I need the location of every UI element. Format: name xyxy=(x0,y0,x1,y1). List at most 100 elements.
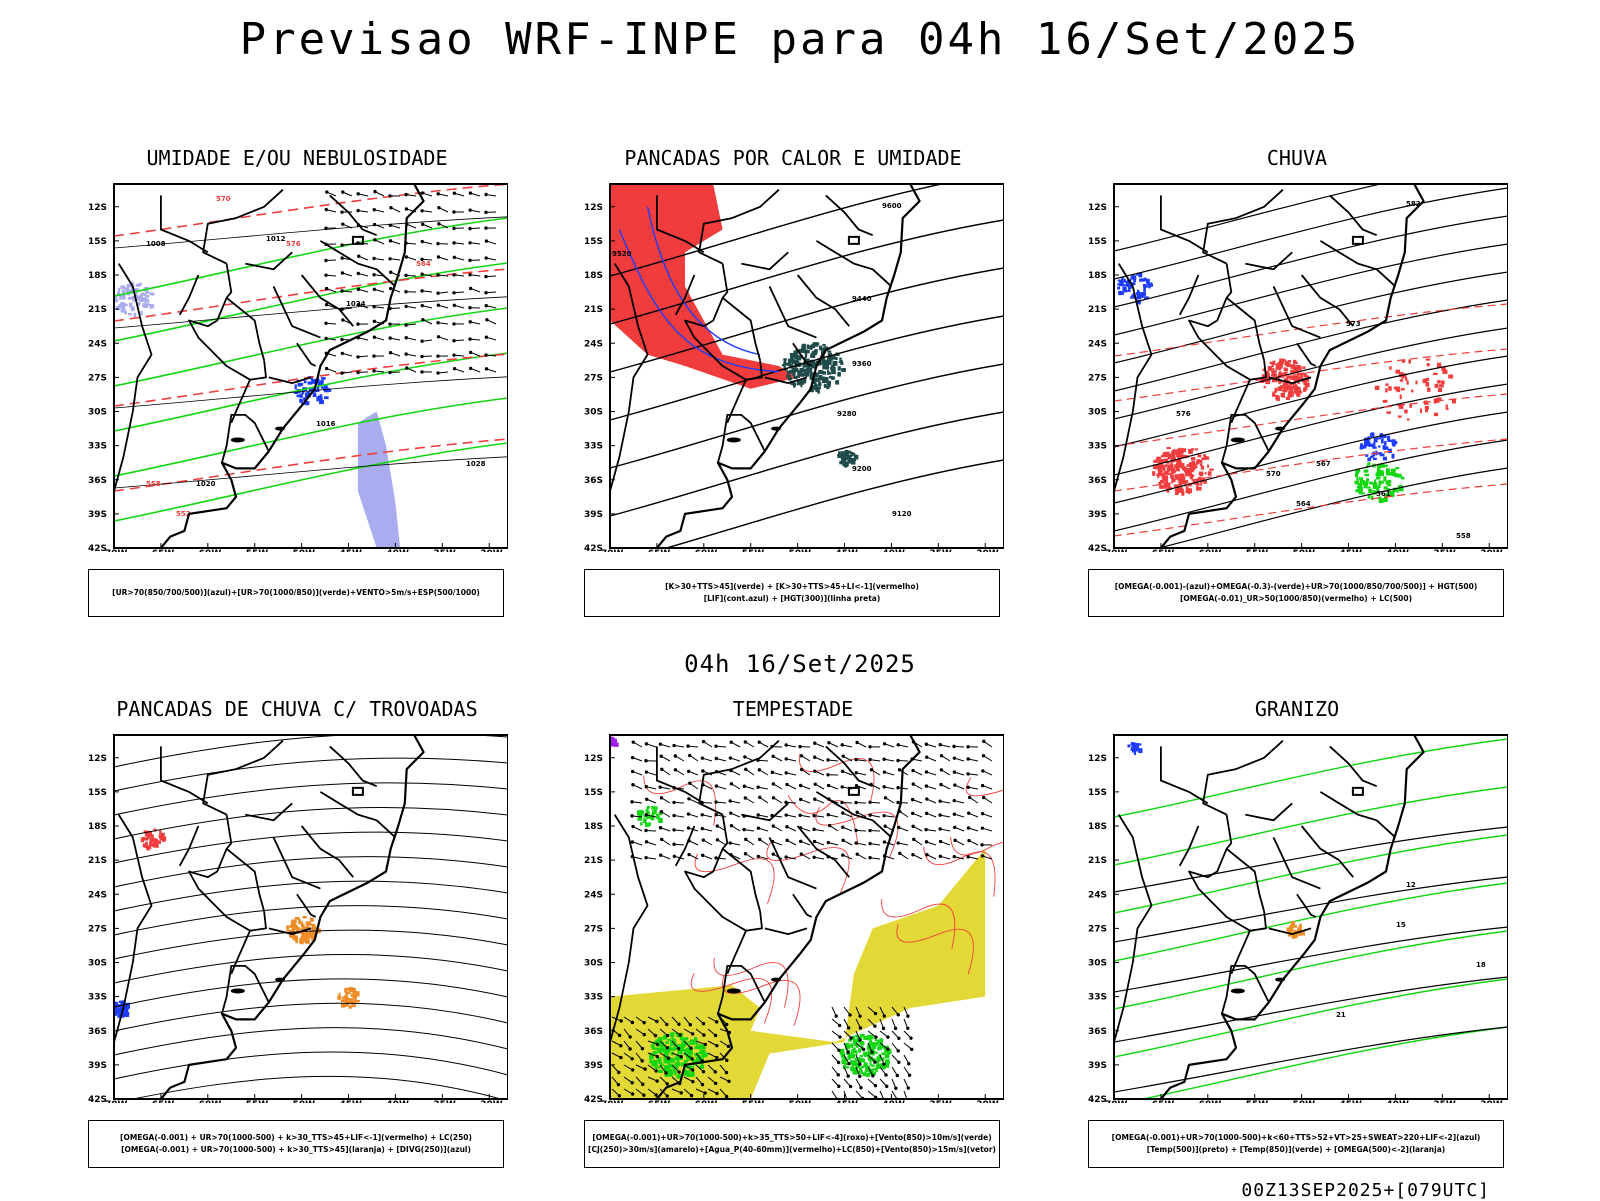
lon-tick-label: 45W xyxy=(1340,549,1363,552)
lat-tick-label: 12S xyxy=(584,203,603,213)
lon-tick-label: 40W xyxy=(386,549,409,552)
temp-label: 15 xyxy=(1396,921,1406,929)
lat-tick-label: 36S xyxy=(88,476,107,486)
hgt500-label: 561 xyxy=(1376,490,1391,498)
hgt-label: 9200 xyxy=(852,465,872,473)
lagoon xyxy=(231,437,245,442)
lon-tick-label: 70W xyxy=(1105,1100,1128,1103)
lat-tick-label: 36S xyxy=(1088,476,1107,486)
lon-tick-label: 60W xyxy=(199,1100,222,1103)
lat-tick-label: 36S xyxy=(584,1027,603,1037)
hgt500-label: 570 xyxy=(1266,470,1281,478)
legend-box: [OMEGA(-0.001)-(azul)+OMEGA(-0.3)-(verde… xyxy=(1088,569,1504,617)
lat-tick-label: 30S xyxy=(584,408,603,418)
lat-tick-label: 39S xyxy=(88,1061,107,1071)
hgt500-label: 564 xyxy=(1296,500,1311,508)
lat-tick-label: 21S xyxy=(1088,856,1107,866)
map-svg-1: 960095209440936092809200912012S15S18S21S… xyxy=(582,176,1004,552)
thickness-label: 576 xyxy=(286,240,301,248)
hgt-label: 9520 xyxy=(612,250,632,258)
lat-tick-label: 36S xyxy=(88,1027,107,1037)
lat-tick-label: 39S xyxy=(1088,510,1107,520)
legend-line: [CJ(250)>30m/s](amarelo)+[Agua_P(40-60mm… xyxy=(588,1144,996,1156)
hgt500-label: 576 xyxy=(1176,410,1191,418)
lat-tick-label: 36S xyxy=(584,476,603,486)
lat-tick-label: 33S xyxy=(1088,442,1107,452)
map-svg-4: 12S15S18S21S24S27S30S33S36S39S42S70W65W6… xyxy=(582,727,1004,1103)
lon-tick-label: 65W xyxy=(1152,1100,1175,1103)
lat-tick-label: 21S xyxy=(1088,305,1107,315)
isobar-label: 1028 xyxy=(466,460,486,468)
lon-tick-label: 35W xyxy=(433,549,456,552)
lat-tick-label: 24S xyxy=(1088,339,1107,349)
hgt500-label: 567 xyxy=(1316,460,1331,468)
lon-tick-label: 65W xyxy=(1152,549,1175,552)
lon-tick-label: 50W xyxy=(1293,1100,1316,1103)
lon-tick-label: 70W xyxy=(1105,549,1128,552)
map-tempestade: 12S15S18S21S24S27S30S33S36S39S42S70W65W6… xyxy=(582,727,1004,1103)
panel-title: PANCADAS POR CALOR E UMIDADE xyxy=(582,146,1004,170)
lon-tick-label: 40W xyxy=(1386,1100,1409,1103)
panel-title: TEMPESTADE xyxy=(582,697,1004,721)
lat-tick-label: 18S xyxy=(584,271,603,281)
legend-line: [OMEGA(-0.001)+UR>70(1000-500)+k>35_TTS>… xyxy=(592,1132,991,1144)
lagoon xyxy=(231,988,245,993)
lon-tick-label: 50W xyxy=(293,549,316,552)
lat-tick-label: 33S xyxy=(88,442,107,452)
lon-tick-label: 65W xyxy=(152,1100,175,1103)
lon-tick-label: 60W xyxy=(695,549,718,552)
isobar-label: 1020 xyxy=(196,480,216,488)
lon-tick-label: 60W xyxy=(199,549,222,552)
lat-tick-label: 30S xyxy=(88,408,107,418)
lon-tick-label: 60W xyxy=(695,1100,718,1103)
lagoon xyxy=(275,427,285,431)
lon-tick-label: 45W xyxy=(836,549,859,552)
legend-line: [K>30+TTS>45](verde) + [K>30+TTS>45+LI<-… xyxy=(665,581,919,593)
lon-tick-label: 30W xyxy=(480,1100,503,1103)
hgt-label: 9280 xyxy=(837,410,857,418)
lat-tick-label: 30S xyxy=(1088,408,1107,418)
isobar-label: 1008 xyxy=(146,240,166,248)
lat-tick-label: 24S xyxy=(584,339,603,349)
lat-tick-label: 21S xyxy=(584,856,603,866)
lon-tick-label: 50W xyxy=(293,1100,316,1103)
legend-line: [LIF](cont.azul) + [HGT(300)](linha pret… xyxy=(704,593,881,605)
lat-tick-label: 18S xyxy=(1088,271,1107,281)
lon-tick-label: 35W xyxy=(1433,549,1456,552)
lat-tick-label: 27S xyxy=(1088,924,1107,934)
map-svg-2: 58257657357056756456155812S15S18S21S24S2… xyxy=(1086,176,1508,552)
lon-tick-label: 35W xyxy=(433,1100,456,1103)
lat-tick-label: 18S xyxy=(88,822,107,832)
legend-box: [UR>70(850/700/500)](azul)+[UR>70(1000/8… xyxy=(88,569,504,617)
lat-tick-label: 18S xyxy=(584,822,603,832)
lat-tick-label: 30S xyxy=(1088,959,1107,969)
isobar-label: 1024 xyxy=(346,300,366,308)
lat-tick-label: 27S xyxy=(1088,373,1107,383)
lon-tick-label: 60W xyxy=(1199,1100,1222,1103)
lon-tick-label: 40W xyxy=(882,1100,905,1103)
lat-tick-label: 12S xyxy=(1088,754,1107,764)
hgt-label: 9440 xyxy=(852,295,872,303)
lat-tick-label: 30S xyxy=(584,959,603,969)
lon-tick-label: 35W xyxy=(929,1100,952,1103)
map-svg-3: 12S15S18S21S24S27S30S33S36S39S42S70W65W6… xyxy=(86,727,508,1103)
lagoon xyxy=(1275,978,1285,982)
thickness-label: 570 xyxy=(216,195,231,203)
lat-tick-label: 27S xyxy=(88,373,107,383)
lat-tick-label: 27S xyxy=(584,373,603,383)
lat-tick-label: 12S xyxy=(584,754,603,764)
temp-label: 12 xyxy=(1406,881,1416,889)
lat-tick-label: 39S xyxy=(584,1061,603,1071)
lat-tick-label: 30S xyxy=(88,959,107,969)
lat-tick-label: 12S xyxy=(88,754,107,764)
lat-tick-label: 39S xyxy=(88,510,107,520)
hgt-label: 9120 xyxy=(892,510,912,518)
lon-tick-label: 70W xyxy=(601,1100,624,1103)
